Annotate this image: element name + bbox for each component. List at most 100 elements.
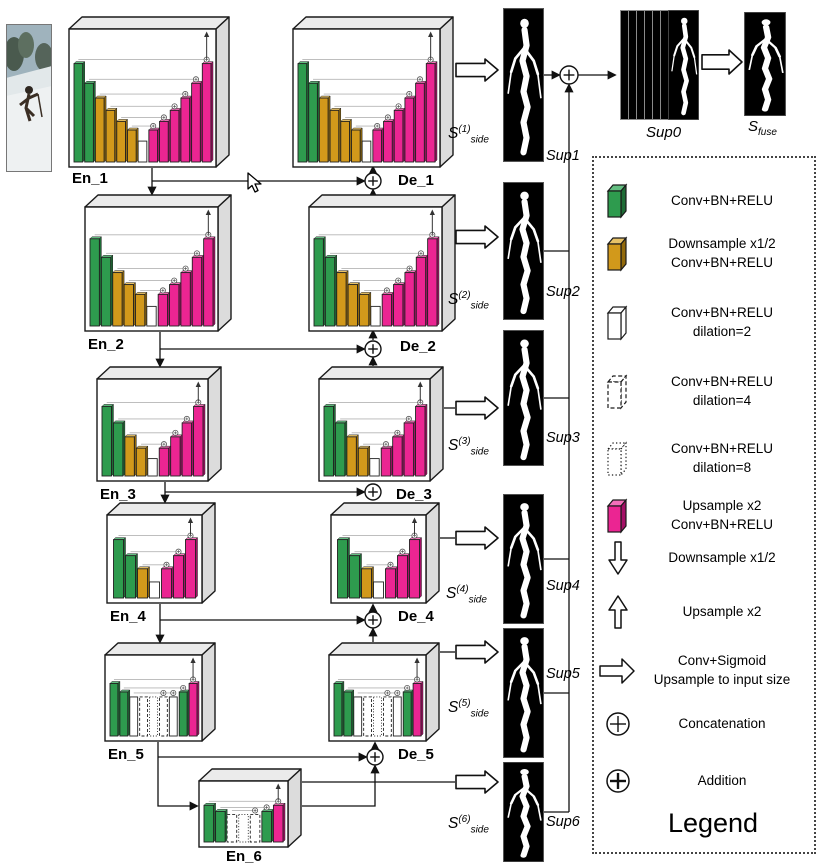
legend-text: Conv+Sigmoid: [677, 653, 767, 668]
rsu-block-en3: [96, 366, 222, 482]
conv-bar-m: [161, 568, 172, 599]
block-label-de5: De_5: [398, 746, 434, 763]
rsu-block-en4: [106, 502, 216, 604]
side-label-base: S: [448, 291, 459, 309]
conv-bar-m: [185, 539, 196, 599]
legend-text: dilation=2: [692, 324, 752, 339]
side-label-sup: (5): [458, 698, 471, 709]
conv-sigmoid-arrow: [455, 640, 499, 664]
conv-bar-g: [313, 238, 324, 327]
conv-bar-m: [180, 272, 191, 327]
conv-bar-w: [361, 140, 372, 163]
conv-bar-w: [137, 140, 148, 163]
conv-sigmoid-arrow: [455, 58, 499, 82]
sup-label-1: Sup1: [546, 148, 580, 164]
legend-text: Downsample x1/2: [668, 550, 776, 565]
sup-label-6: Sup6: [546, 814, 580, 830]
conv-bar-m: [383, 120, 393, 163]
legend-text: Conv+BN+RELU: [670, 193, 774, 208]
conv-bar-o: [346, 436, 357, 477]
conv-bar-m: [191, 82, 201, 163]
conv-bar-wd: [226, 814, 238, 843]
conv-bar-m: [404, 272, 415, 327]
magenta-upsample-block-icon: [606, 497, 628, 534]
concatenation-icon: [606, 712, 630, 736]
conv-bar-o: [340, 120, 350, 163]
conv-bar-wd: [139, 696, 149, 737]
sup-label-2: Sup2: [546, 284, 580, 300]
conv-bar-w: [392, 696, 402, 737]
block-label-en6: En_6: [226, 848, 262, 865]
legend-text: Upsample x2: [682, 498, 762, 513]
conv-bar-g: [178, 691, 188, 737]
side-output-mask-sup1: [503, 8, 544, 162]
conv-bar-w: [369, 458, 380, 477]
conv-sigmoid-arrow: [455, 526, 499, 550]
legend-text: dilation=8: [692, 460, 752, 475]
conv-bar-g: [343, 691, 353, 737]
sup-label-3: Sup3: [546, 430, 580, 446]
block-label-de2: De_2: [400, 338, 436, 355]
conv-bar-w: [146, 305, 157, 327]
upsample-arrow-icon: [608, 595, 628, 629]
sup-label-4: Sup4: [546, 578, 580, 594]
addition-node-4: [364, 611, 382, 629]
legend-text: Conv+BN+RELU: [670, 441, 774, 456]
conv-bar-w: [129, 696, 139, 737]
legend-text: Conv+BN+RELU: [670, 374, 774, 389]
conv-bar-g: [324, 256, 336, 327]
conv-bar-m: [409, 539, 420, 599]
conv-bar-g: [349, 555, 360, 599]
conv-sigmoid-arrow: [455, 225, 499, 249]
rsu-block-de4: [330, 502, 440, 604]
rsu-block-de1: [292, 16, 454, 168]
conv-bar-m: [191, 256, 203, 327]
legend-title: Legend: [667, 808, 759, 838]
conv-bar-wd: [382, 696, 392, 737]
side-label-sup: (4): [456, 584, 469, 595]
conv-bar-o: [357, 447, 369, 477]
legend-text: Conv+BN+RELU: [670, 305, 774, 320]
conv-bar-m: [170, 436, 181, 477]
conv-bar-m: [393, 284, 404, 327]
conv-bar-m: [427, 238, 438, 327]
conv-bar-m: [272, 804, 284, 843]
conv-bar-w: [168, 696, 178, 737]
side-label-sup: (2): [458, 290, 471, 301]
conv-bar-m: [392, 436, 403, 477]
side-label-sub: side: [470, 708, 489, 720]
dilation8-block-icon: [606, 440, 628, 477]
conv-bar-g: [109, 683, 119, 737]
conv-bar-g: [323, 405, 334, 477]
rsu-block-en5: [104, 642, 216, 742]
legend-text: Conv+BN+RELU: [670, 255, 774, 270]
conv-bar-m: [412, 683, 422, 737]
conv-bar-o: [127, 129, 137, 163]
rsu-block-de2: [308, 194, 456, 332]
side-label-4: S(4)side: [446, 584, 487, 605]
side-label-1: S(1)side: [448, 124, 489, 145]
conv-bar-wx: [238, 814, 249, 843]
conv-bar-g: [84, 82, 94, 163]
side-label-2: S(2)side: [448, 290, 489, 311]
sup-label-5: Sup5: [546, 666, 580, 682]
conv-bar-m: [181, 422, 193, 477]
conv-bar-m: [188, 683, 198, 737]
block-label-de3: De_3: [396, 486, 432, 503]
conv-bar-g: [215, 810, 226, 843]
side-output-mask-sup2: [503, 182, 544, 320]
conv-bar-m: [180, 97, 191, 163]
side-label-5: S(5)side: [448, 698, 489, 719]
side-output-mask-sup5: [503, 628, 544, 758]
block-label-en5: En_5: [108, 746, 144, 763]
legend-panel: [592, 156, 816, 854]
connection-wire: [157, 742, 199, 811]
side-label-base: S: [448, 699, 459, 717]
rsu-block-en1: [68, 16, 230, 168]
addition-icon: [606, 769, 630, 793]
dilation4-block-icon: [606, 373, 628, 410]
conv-bar-g: [73, 63, 84, 163]
sup0-text: Sup0: [646, 124, 682, 141]
